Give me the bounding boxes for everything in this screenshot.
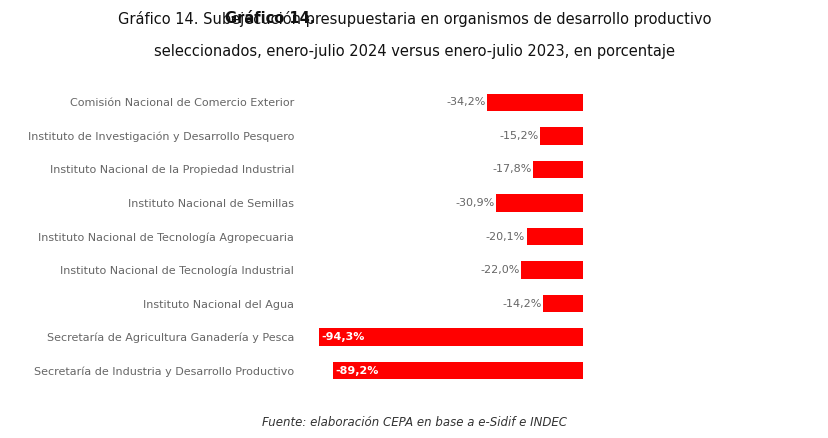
Text: -89,2%: -89,2% [335, 366, 378, 376]
Text: Gráfico 14. Subejecución presupuestaria en organismos de desarrollo productivo: Gráfico 14. Subejecución presupuestaria … [118, 11, 710, 27]
Bar [526, 228, 582, 245]
Text: -30,9%: -30,9% [455, 198, 494, 208]
Text: -14,2%: -14,2% [502, 299, 541, 309]
Text: seleccionados, enero-julio 2024 versus enero-julio 2023, en porcentaje: seleccionados, enero-julio 2024 versus e… [154, 44, 674, 59]
Text: Fuente: elaboración CEPA en base a e-Sidif e INDEC: Fuente: elaboración CEPA en base a e-Sid… [262, 416, 566, 429]
Bar [486, 94, 582, 111]
Bar [542, 295, 582, 312]
Bar [496, 194, 582, 212]
Text: Gráfico 14.: Gráfico 14. [224, 11, 315, 26]
Text: -22,0%: -22,0% [480, 265, 519, 275]
Text: -20,1%: -20,1% [485, 232, 524, 241]
Bar [532, 161, 582, 178]
Bar [540, 127, 582, 145]
Text: -15,2%: -15,2% [499, 131, 538, 141]
Bar [521, 261, 582, 279]
Text: -34,2%: -34,2% [445, 97, 485, 107]
Bar [333, 362, 582, 379]
Bar [318, 328, 582, 346]
Text: -17,8%: -17,8% [492, 164, 531, 174]
Text: -94,3%: -94,3% [321, 332, 364, 342]
